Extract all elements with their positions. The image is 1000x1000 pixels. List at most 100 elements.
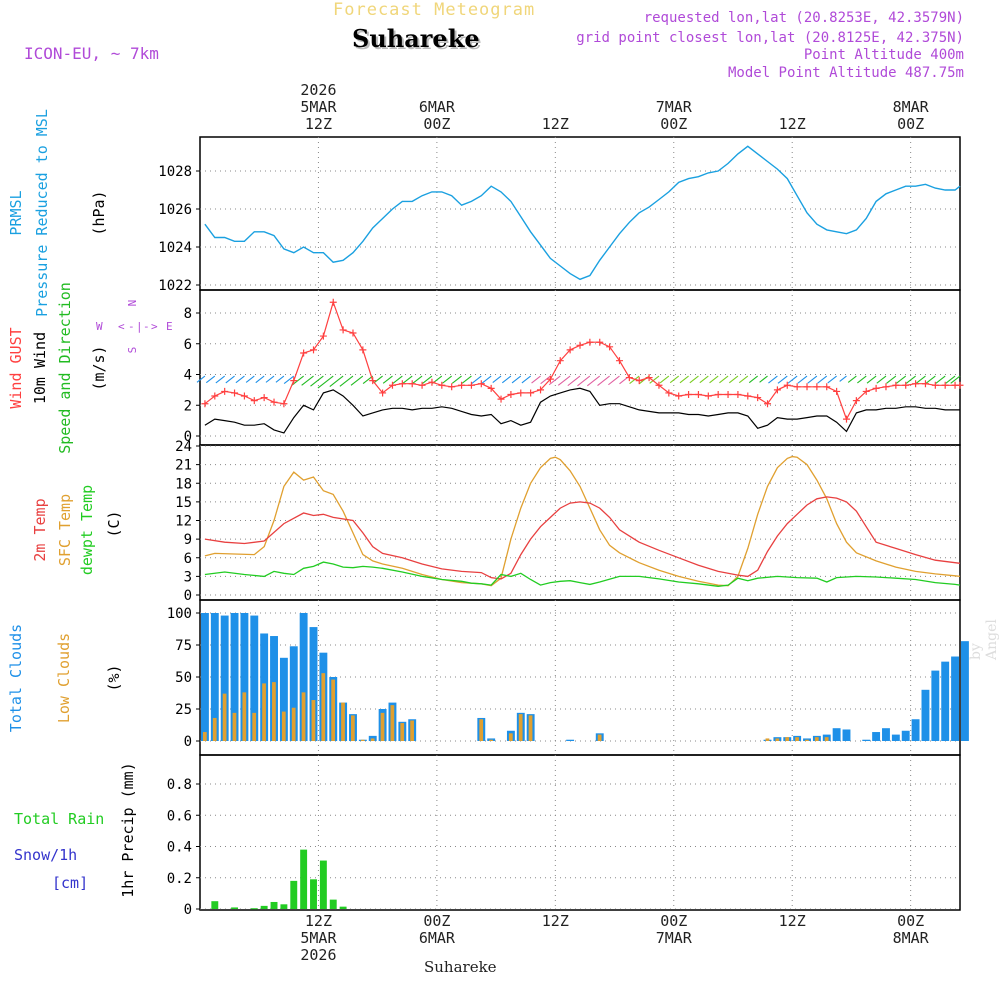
wind-direction-arrow <box>275 375 285 383</box>
panel-frame-pressure <box>199 136 961 291</box>
ytick-label: 15 <box>175 495 192 511</box>
wind-gust-marker <box>576 341 584 349</box>
wind-direction-arrow <box>950 375 961 384</box>
wind-gust-marker <box>438 381 446 389</box>
wind-direction-arrow <box>492 375 502 383</box>
wind-direction-arrow <box>608 375 620 386</box>
legend-total-rain: Total Rain <box>14 810 104 828</box>
wind-gust-marker <box>290 377 298 385</box>
wind-gust-marker <box>803 383 811 391</box>
ytick-label: 0.2 <box>167 871 192 887</box>
wind-gust-marker <box>388 381 396 389</box>
wind-gust-marker <box>250 397 258 405</box>
wind-direction-arrow <box>471 375 482 384</box>
wind-gust-marker <box>882 383 890 391</box>
wind-direction-arrow <box>310 375 324 387</box>
wind-direction-arrow <box>817 375 828 384</box>
wind-direction-arrow <box>422 375 433 384</box>
wind-direction-arrow <box>679 375 689 384</box>
wind-gust-marker <box>941 381 949 389</box>
time-label-bottom: 5MAR <box>300 929 337 947</box>
ytick-label: 8 <box>184 306 192 322</box>
wind-direction-arrow <box>896 375 907 384</box>
wind-direction-arrow <box>915 375 926 384</box>
wind-gust-marker <box>477 380 485 388</box>
wind-direction-arrow <box>531 375 541 384</box>
wind-direction-arrow <box>255 375 265 384</box>
ytick-label: 50 <box>175 670 192 686</box>
total-cloud-bar <box>951 656 960 741</box>
total-cloud-bar <box>872 732 881 741</box>
wind-direction-arrow <box>649 375 660 384</box>
wind-direction-arrow <box>392 375 403 384</box>
ytick-label: 2 <box>184 398 192 414</box>
wind-direction-arrow <box>215 375 226 384</box>
total-cloud-bar <box>862 739 871 741</box>
ylabel-hpa: (hPa) <box>90 190 108 235</box>
low-cloud-bar <box>765 738 770 741</box>
total-cloud-bar <box>210 613 219 741</box>
wind-gust-marker <box>615 357 623 365</box>
ylabel-low-clouds: Low Clouds <box>55 633 73 723</box>
compass-arrow-e: > <box>151 320 158 333</box>
low-cloud-bar <box>518 714 523 741</box>
ytick-label: 1028 <box>158 164 192 180</box>
meteogram-title: Forecast Meteogram <box>333 0 536 20</box>
wind-gust-marker <box>714 390 722 398</box>
ylabel-prmsl: PRMSL <box>7 190 25 235</box>
wind-gust-marker <box>359 346 367 354</box>
time-label-top: 00Z <box>897 115 924 133</box>
low-cloud-bar <box>291 707 296 741</box>
wind-direction-arrow <box>925 375 936 384</box>
rain-bar <box>319 860 327 909</box>
rain-bar <box>310 879 317 909</box>
wind-direction-arrow <box>567 375 581 387</box>
wind-direction-arrow <box>759 375 768 383</box>
rain-bar <box>231 907 238 909</box>
wind-direction-arrow <box>857 375 867 384</box>
wind-gust-marker <box>329 298 337 306</box>
total-cloud-bar <box>566 739 575 741</box>
wind-direction-arrow <box>876 375 887 384</box>
footer-location: Suhareke <box>424 958 497 976</box>
ylabel-sfc-temp: SFC Temp <box>56 494 74 566</box>
time-label-bottom: 12Z <box>779 912 806 930</box>
ytick-label: 0.8 <box>167 777 192 793</box>
ytick-label: 75 <box>175 638 192 654</box>
wind-gust-marker <box>724 390 732 398</box>
wind-gust-marker <box>956 381 964 389</box>
compass-south: S <box>126 347 139 354</box>
wind-gust-marker <box>734 390 742 398</box>
wind-gust-marker <box>221 387 229 395</box>
low-cloud-bar <box>775 738 780 741</box>
requested-coords: requested lon,lat (20.8253E, 42.3579N) <box>643 10 964 26</box>
total-cloud-bar <box>832 728 841 741</box>
wind-gust-marker <box>685 390 693 398</box>
low-cloud-bar <box>272 682 276 741</box>
wind-gust-marker <box>892 381 900 389</box>
time-label-top: 12Z <box>779 115 806 133</box>
low-cloud-bar <box>252 712 257 741</box>
wind-direction-arrow <box>225 375 235 384</box>
rain-bar <box>250 908 258 910</box>
point-altitude: Point Altitude 400m <box>803 47 964 63</box>
wind-gust-marker <box>645 374 653 382</box>
wind-gust-marker <box>527 389 535 397</box>
wind-direction-arrow <box>196 375 206 383</box>
ytick-label: 6 <box>184 551 192 567</box>
ytick-label: 18 <box>175 476 192 492</box>
grid-point-coords: grid point closest lon,lat (20.8125E, 42… <box>576 30 964 46</box>
ylabel-pct: (%) <box>105 664 123 691</box>
time-label-top: 00Z <box>423 115 450 133</box>
compass-north: N <box>126 300 139 307</box>
wind-gust-marker <box>379 389 387 397</box>
low-cloud-bar <box>528 715 533 741</box>
time-label-bottom: 7MAR <box>656 929 693 947</box>
wind-direction-arrow <box>935 375 946 384</box>
total-cloud-bar <box>931 670 940 741</box>
low-cloud-bar <box>410 720 414 741</box>
time-label-bottom: 12Z <box>542 912 569 930</box>
rain-bar <box>260 905 268 909</box>
wind-direction-arrow <box>709 375 719 384</box>
time-label-top: 7MAR <box>656 98 693 116</box>
